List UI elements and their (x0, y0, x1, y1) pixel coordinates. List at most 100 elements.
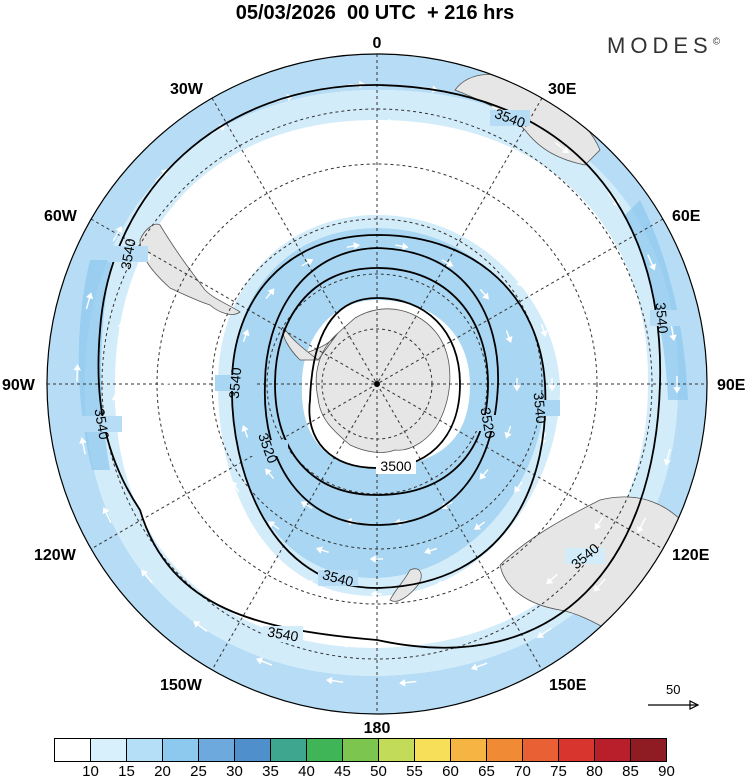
colorbar-tick-label: 55 (406, 763, 423, 780)
wind-vector-arrowhead (401, 242, 409, 251)
wind-vector-arrowhead (111, 393, 120, 401)
wind-vector-arrowhead (441, 180, 448, 189)
brand-name: MODES (607, 33, 713, 58)
contour-3520-b (274, 267, 489, 496)
colorbar-swatch (378, 738, 415, 762)
colorbar-swatch (630, 738, 667, 762)
wind-vector-arrowhead (594, 522, 602, 530)
wind-vector-arrowhead (203, 502, 210, 510)
colorbar-swatch (126, 738, 163, 762)
colorbar-tick-label: 75 (550, 763, 567, 780)
wind-vector-arrowhead (624, 457, 632, 465)
contour-label-3540: 3540 (91, 407, 112, 441)
wind-vector-arrowhead (268, 521, 276, 528)
wind-vector-arrowhead (633, 349, 641, 356)
antarctic-peninsula (282, 327, 320, 361)
wind-vector-arrowhead (478, 240, 486, 247)
colorbar-swatch (306, 738, 343, 762)
colorbar-swatch (234, 738, 271, 762)
lon-label-60w: 60W (44, 208, 78, 225)
inner-wind-band (231, 228, 546, 579)
colorbar-swatch (342, 738, 379, 762)
wind-vector-arrowhead (663, 458, 671, 466)
colorbar-tick-label: 50 (370, 763, 387, 780)
wind-vector-arrowhead (504, 431, 512, 439)
lon-label-150e: 150E (549, 677, 587, 694)
colorbar-tick-label: 20 (154, 763, 171, 780)
wind-vector-arrowhead (198, 376, 206, 383)
wind-vector-arrowhead (102, 507, 110, 515)
colorbar-swatch (486, 738, 523, 762)
wind-vector-arrowhead (265, 468, 272, 476)
wind-vector-arrowhead (326, 676, 333, 685)
wind-vector-arrowhead (115, 225, 123, 234)
wind-vectors (73, 80, 681, 687)
colorbar-swatch (270, 738, 307, 762)
wind-vector-arrowhead (540, 330, 548, 337)
lon-label-180: 180 (364, 720, 391, 737)
wind-vector-arrowhead (209, 585, 217, 593)
wind-vector-arrowhead (242, 329, 250, 337)
colorbar-tick-label: 80 (586, 763, 603, 780)
wind-vector-arrowhead (173, 313, 182, 320)
wind-vector-arrowhead (160, 531, 167, 539)
wind-vector-arrowhead (513, 385, 521, 392)
wind-vector-arrowhead (163, 377, 171, 384)
wind-vector-arrowhead (241, 424, 249, 433)
colorbar-tick-label: 25 (190, 763, 207, 780)
lon-label-150w: 150W (160, 677, 203, 694)
map-border (46, 53, 708, 715)
wind-vector-arrowhead (482, 292, 489, 300)
lon-label-90w: 90W (2, 377, 36, 394)
wind-vector-arrowhead (369, 555, 376, 563)
wind-vector-arrowhead (414, 638, 421, 647)
contour-label-3540: 3540 (531, 392, 550, 425)
lon-label-30e: 30E (548, 81, 577, 98)
wind-vector-arrowhead (204, 255, 211, 263)
wind-vector-arrowhead (470, 663, 478, 671)
lon-label-90e: 90E (717, 377, 746, 394)
wind-vector-arrowhead (306, 579, 313, 588)
lon-label-0: 0 (373, 35, 382, 52)
wind-vector-arrowhead (233, 275, 240, 283)
wind-vector-arrowhead (314, 125, 322, 133)
lon-label-60e: 60E (672, 208, 701, 225)
wind-vector-arrowhead (79, 437, 87, 444)
wind-vector-arrowhead (479, 472, 487, 480)
wind-vector-arrowhead (495, 551, 503, 558)
wind-vector-arrowhead (251, 210, 259, 217)
wind-vector-arrowhead (306, 258, 314, 266)
longitude-labels: 0 30E 60E 90E 120E 150E 180 150W 120W 90… (2, 35, 746, 737)
contour-label-3540: 3540 (321, 566, 355, 590)
vector-reference-value: 50 (666, 682, 681, 697)
wind-vector-arrowhead (516, 280, 523, 288)
wind-vector-arrowhead (117, 321, 125, 329)
colorbar-swatch (90, 738, 127, 762)
lon-label-120e: 120E (672, 547, 710, 564)
wind-vector-arrowhead (593, 584, 601, 592)
colorbar-tick-label: 10 (82, 763, 99, 780)
wind-vector-arrowhead (206, 431, 214, 438)
wind-vector-arrowhead (126, 465, 134, 473)
colorbar-swatch (198, 738, 235, 762)
colorbar-swatch (450, 738, 487, 762)
wind-vector-arrowhead (523, 164, 531, 172)
wind-vector-arrowhead (543, 505, 550, 513)
wind-vector-arrowhead (573, 318, 581, 326)
wind-vector-arrowhead (378, 205, 385, 213)
copyright-mark: © (712, 36, 721, 48)
wind-vector-arrowhead (583, 384, 591, 391)
colorbar-tick-label: 70 (514, 763, 531, 780)
brand-logo: MODES© (607, 33, 720, 59)
lon-label-30w: 30W (170, 81, 204, 98)
polar-map: 3540 3540 3540 3540 3540 3520 3520 3500 … (2, 35, 746, 737)
wind-vector-arrowhead (635, 386, 643, 393)
colorbar-swatch (54, 738, 91, 762)
wind-vector-arrowhead (315, 546, 323, 554)
contour-3520 (264, 247, 499, 526)
wind-vector-arrowhead (377, 170, 384, 178)
wind-vector-arrowhead (572, 448, 581, 455)
chart-title: 05/03/2026 00 UTC + 216 hrs (235, 2, 515, 24)
colorbar-swatch (594, 738, 631, 762)
wind-vector-arrowhead (505, 335, 513, 344)
